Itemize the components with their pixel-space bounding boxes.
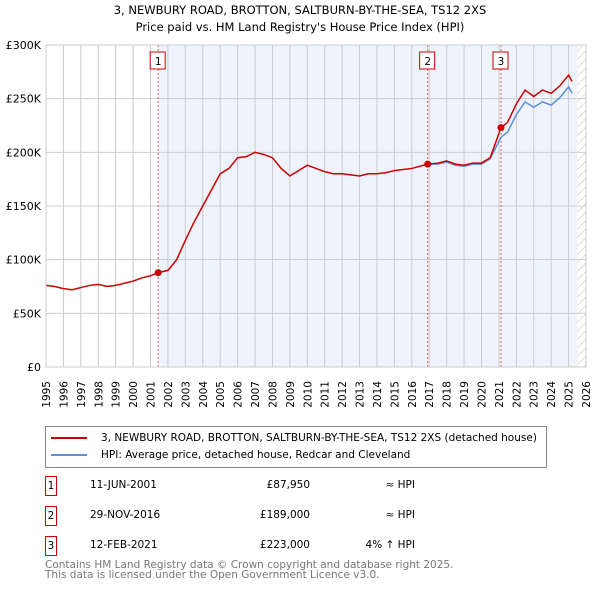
x-tick-label: 2005 — [215, 381, 227, 408]
x-tick-label: 2001 — [146, 381, 158, 408]
x-tick-label: 2000 — [128, 381, 140, 408]
footer-line: Contains HM Land Registry data © Crown c… — [45, 559, 454, 571]
price-chart: 3, NEWBURY ROAD, BROTTON, SALTBURN-BY-TH… — [6, 3, 593, 408]
chart-title: 3, NEWBURY ROAD, BROTTON, SALTBURN-BY-TH… — [114, 3, 487, 17]
sale-date: 11-JUN-2001 — [90, 479, 157, 491]
plot-border — [45, 44, 587, 368]
y-tick-label: £150K — [6, 200, 42, 213]
x-tick-label: 2018 — [442, 381, 454, 408]
transaction-row: 2 29-NOV-2016 £189,000 ≈ HPI — [45, 506, 545, 526]
y-tick-label: £0 — [27, 361, 41, 374]
x-tick-label: 2004 — [198, 381, 210, 408]
property-price-line — [45, 73, 573, 291]
sale-marker-badge: 3 — [45, 536, 57, 556]
x-tick-label: 1999 — [111, 381, 123, 408]
x-tick-label: 2015 — [389, 381, 401, 408]
sale-marker-box — [419, 51, 436, 70]
footer-line: This data is licensed under the Open Gov… — [45, 569, 380, 581]
x-tick-label: 1996 — [58, 381, 70, 408]
x-tick-label: 1995 — [41, 381, 53, 408]
legend-label: HPI: Average price, detached house, Redc… — [101, 449, 411, 461]
x-tick-label: 2003 — [180, 381, 192, 408]
sale-point — [497, 124, 505, 132]
x-tick-label: 2007 — [250, 381, 262, 408]
footer: Contains HM Land Registry data © Crown c… — [45, 559, 454, 581]
sale-marker-label: 2 — [424, 56, 431, 68]
x-tick-label: 2019 — [459, 381, 471, 408]
sale-point — [154, 269, 162, 277]
y-tick-label: £100K — [6, 254, 42, 267]
x-tick-label: 2025 — [564, 381, 576, 408]
legend-item-hpi: HPI: Average price, detached house, Redc… — [46, 447, 410, 463]
x-tick-label: 2014 — [372, 381, 384, 408]
x-tick-label: 2002 — [163, 381, 175, 408]
x-tick-label: 2008 — [267, 381, 279, 408]
x-tick-label: 2006 — [233, 381, 245, 408]
x-tick-label: 2016 — [407, 381, 419, 408]
x-tick-label: 2012 — [337, 381, 349, 408]
sale-marker-box — [149, 51, 166, 70]
sale-hpi-comparison: ≈ HPI — [385, 479, 415, 491]
x-tick-label: 2021 — [494, 381, 506, 408]
y-tick-label: £250K — [6, 93, 42, 106]
legend: 3, NEWBURY ROAD, BROTTON, SALTBURN-BY-TH… — [45, 426, 547, 468]
x-tick-label: 2013 — [355, 381, 367, 408]
sale-marker-label: 1 — [155, 56, 162, 68]
sale-date: 29-NOV-2016 — [90, 509, 161, 521]
y-tick-label: £200K — [6, 146, 42, 159]
transaction-row: 3 12-FEB-2021 £223,000 4% ↑ HPI — [45, 536, 545, 556]
x-tick-label: 2020 — [476, 381, 488, 408]
sale-price: £189,000 — [259, 509, 310, 521]
sale-price: £87,950 — [266, 479, 310, 491]
legend-item-property: 3, NEWBURY ROAD, BROTTON, SALTBURN-BY-TH… — [46, 430, 537, 446]
sale-price: £223,000 — [259, 539, 310, 551]
x-tick-label: 2010 — [302, 381, 314, 408]
sale-marker-badge: 1 — [45, 476, 57, 496]
transaction-row: 1 11-JUN-2001 £87,950 ≈ HPI — [45, 476, 545, 496]
x-tick-label: 2011 — [320, 381, 332, 408]
chart-subtitle: Price paid vs. HM Land Registry's House … — [136, 20, 465, 34]
y-tick-label: £50K — [13, 307, 42, 320]
x-tick-label: 2017 — [424, 381, 436, 408]
sale-marker-badge: 2 — [45, 506, 57, 526]
sale-hpi-comparison: 4% ↑ HPI — [365, 539, 415, 551]
sale-date: 12-FEB-2021 — [90, 539, 158, 551]
sale-marker-box — [492, 51, 509, 70]
legend-label: 3, NEWBURY ROAD, BROTTON, SALTBURN-BY-TH… — [101, 432, 537, 444]
x-tick-label: 1998 — [93, 381, 105, 408]
x-tick-label: 1997 — [76, 381, 88, 408]
x-tick-label: 2026 — [581, 381, 593, 408]
hpi-line — [427, 85, 573, 168]
y-tick-label: £300K — [6, 39, 42, 52]
x-tick-label: 2024 — [546, 381, 558, 408]
sale-marker-label: 3 — [498, 56, 505, 68]
x-tick-label: 2009 — [285, 381, 297, 408]
sale-point — [424, 160, 432, 168]
x-tick-label: 2023 — [529, 381, 541, 408]
sale-hpi-comparison: ≈ HPI — [385, 509, 415, 521]
x-tick-label: 2022 — [511, 381, 523, 408]
